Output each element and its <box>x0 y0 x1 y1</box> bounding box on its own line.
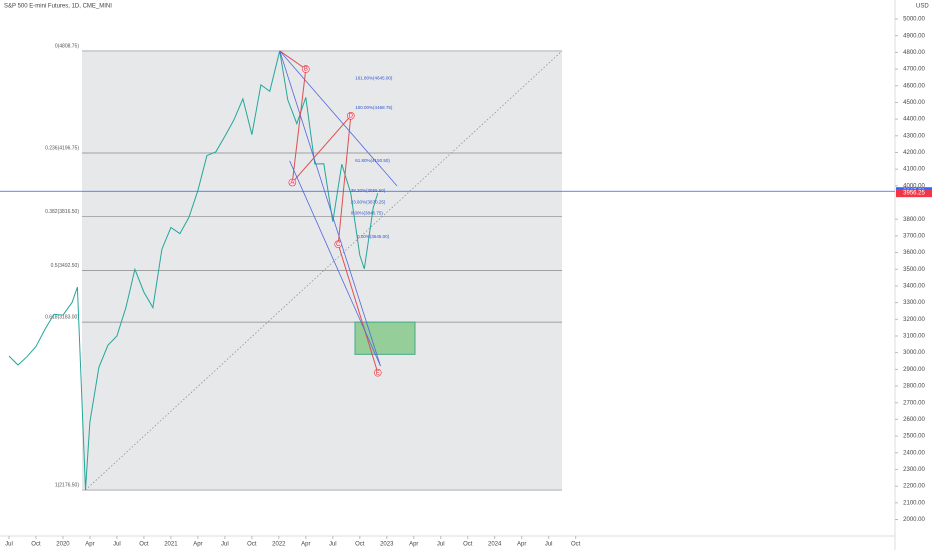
x-tick-label: Oct <box>463 542 473 548</box>
y-tick-label: 2000.00 <box>903 517 925 523</box>
y-tick-label: 3600.00 <box>903 250 925 256</box>
y-tick-label: 2300.00 <box>903 467 925 473</box>
y-tick-label: 2400.00 <box>903 450 925 456</box>
y-tick-label: 4100.00 <box>903 167 925 173</box>
point-label: B <box>304 67 308 73</box>
annotation: 38.20%(3955.50) <box>351 188 386 193</box>
x-tick-label: Jul <box>113 542 121 548</box>
price-tag <box>896 189 932 198</box>
x-tick-label: 2021 <box>164 542 178 548</box>
point-label: E <box>376 370 380 376</box>
y-tick-label: 4600.00 <box>903 83 925 89</box>
x-tick-label: Oct <box>355 542 365 548</box>
y-tick-label: 3100.00 <box>903 334 925 340</box>
point-marker <box>288 178 297 187</box>
fib-label: 0.5(3492.50) <box>51 263 80 269</box>
annotation: 0.00%(3645.00) <box>357 234 390 239</box>
target-box <box>354 321 416 355</box>
x-tick-label: Oct <box>571 542 581 548</box>
point-label: C <box>336 242 341 248</box>
y-tick-label: 5000.00 <box>903 17 925 23</box>
point-label: A <box>290 180 294 186</box>
annotation: 61.80%(4150.50) <box>355 158 390 163</box>
point-marker <box>302 65 310 73</box>
pattern-line <box>279 50 379 373</box>
y-tick-label: 2500.00 <box>903 434 925 440</box>
x-tick-label: Apr <box>301 542 310 548</box>
x-tick-label: 2023 <box>380 542 394 548</box>
annotation: 23.60%(3870.25) <box>351 200 386 205</box>
y-tick-label: 4800.00 <box>903 50 925 56</box>
y-tick-label: 2200.00 <box>903 484 925 490</box>
y-tick-label: 3200.00 <box>903 317 925 323</box>
annotation: 100.00%(4468.75) <box>355 105 393 110</box>
y-unit: USD <box>916 4 929 10</box>
y-tick-label: 3000.00 <box>903 350 925 356</box>
fib-label: 0.236(4196.75) <box>45 145 79 151</box>
y-tick-label: 2700.00 <box>903 400 925 406</box>
x-tick-label: Jul <box>221 542 229 548</box>
chart-title: S&P 500 E-mini Futures, 1D, CME_MINI <box>4 4 112 10</box>
x-tick-label: Jul <box>329 542 337 548</box>
x-tick-label: 2020 <box>56 542 70 548</box>
x-tick-label: Oct <box>247 542 257 548</box>
wedge-line <box>289 160 381 367</box>
y-tick-label: 2900.00 <box>903 367 925 373</box>
x-tick-label: 2024 <box>488 542 502 548</box>
x-tick-label: Apr <box>85 542 94 548</box>
annotation: 161.80%(4645.00) <box>355 75 393 80</box>
point-marker <box>334 240 343 249</box>
y-tick-label: 4500.00 <box>903 100 925 106</box>
x-tick-label: Apr <box>193 542 202 548</box>
fib-label: 0.618(3183.00) <box>45 314 79 320</box>
fib-label: 0.382(3816.50) <box>45 209 79 215</box>
trend-line <box>85 50 563 491</box>
x-tick-label: Jul <box>437 542 445 548</box>
y-tick-label: 3300.00 <box>903 300 925 306</box>
x-tick-label: Apr <box>409 542 418 548</box>
price-line <box>8 50 379 491</box>
y-tick-label: 2600.00 <box>903 417 925 423</box>
price-tag-label: 3956.25 <box>903 191 925 197</box>
y-tick-label: 3700.00 <box>903 233 925 239</box>
y-tick-label: 2800.00 <box>903 384 925 390</box>
y-tick-label: 3500.00 <box>903 267 925 273</box>
x-tick-label: Apr <box>517 542 526 548</box>
wedge-line <box>279 50 398 187</box>
point-marker <box>347 111 355 120</box>
x-tick-label: Jul <box>545 542 553 548</box>
x-tick-label: Oct <box>31 542 41 548</box>
annotation: 0.00%(3846.75) <box>351 211 384 216</box>
y-tick-label: 2100.00 <box>903 500 925 506</box>
y-tick-label: 4900.00 <box>903 33 925 39</box>
y-tick-label: 4000.00 <box>903 183 925 189</box>
point-marker <box>373 368 382 377</box>
y-tick-label: 3800.00 <box>903 217 925 223</box>
y-tick-label: 4200.00 <box>903 150 925 156</box>
wedge-line <box>279 50 381 367</box>
y-tick-label: 4700.00 <box>903 67 925 73</box>
x-tick-label: 2022 <box>272 542 286 548</box>
point-label: D <box>349 113 354 119</box>
y-tick-label: 4300.00 <box>903 133 925 139</box>
x-tick-label: Oct <box>139 542 149 548</box>
fib-label: 1(2176.50) <box>55 482 80 488</box>
y-tick-label: 3400.00 <box>903 284 925 290</box>
x-tick-label: Jul <box>5 542 13 548</box>
fib-label: 0(4808.75) <box>55 43 80 49</box>
y-tick-label: 4400.00 <box>903 117 925 123</box>
